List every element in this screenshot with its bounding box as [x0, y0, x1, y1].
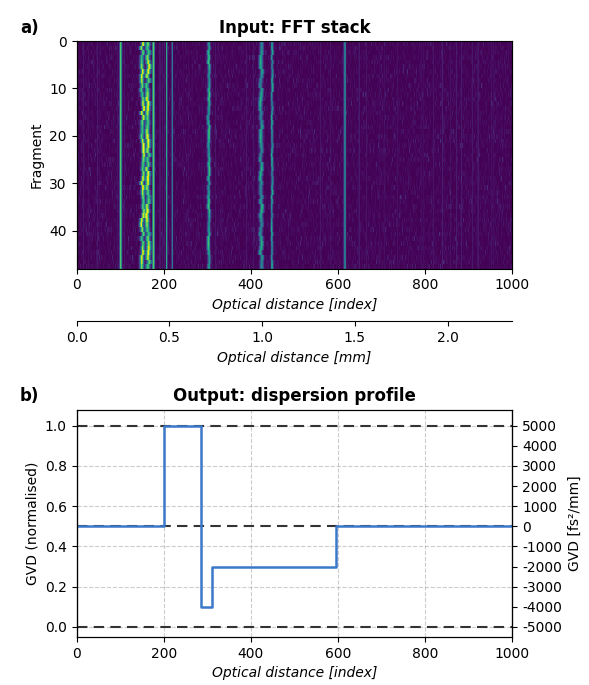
Text: b): b) — [20, 387, 39, 405]
X-axis label: Optical distance [index]: Optical distance [index] — [212, 667, 377, 680]
X-axis label: Optical distance [mm]: Optical distance [mm] — [217, 351, 372, 364]
Title: Input: FFT stack: Input: FFT stack — [219, 18, 370, 37]
Title: Output: dispersion profile: Output: dispersion profile — [173, 387, 416, 406]
Y-axis label: Fragment: Fragment — [29, 121, 44, 188]
Text: a): a) — [20, 18, 38, 36]
Y-axis label: GVD [fs²/mm]: GVD [fs²/mm] — [568, 475, 582, 571]
X-axis label: Optical distance [index]: Optical distance [index] — [212, 298, 377, 312]
Y-axis label: GVD (normalised): GVD (normalised) — [25, 462, 39, 585]
